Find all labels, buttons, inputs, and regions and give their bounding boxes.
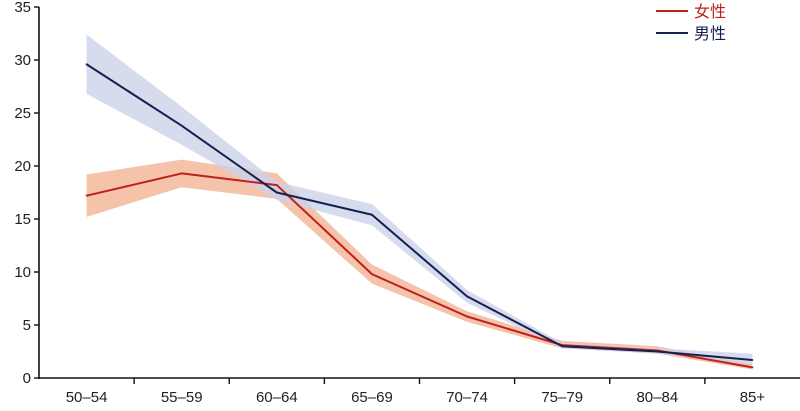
line-series-1 [86,63,753,361]
y-tick-label-3: 15 [14,211,31,228]
point-series-1-1 [180,124,183,127]
point-series-1-3 [371,213,373,216]
legend-label-0: 女性 [694,2,726,21]
point-series-0-1 [180,172,183,175]
band-series-1 [86,34,753,365]
point-series-0-0 [85,194,88,197]
x-tick-label-1: 55–59 [161,389,203,406]
series-lines [85,63,754,369]
y-tick-label-7: 35 [14,0,31,16]
band-series-0 [86,159,753,370]
point-series-1-2 [275,191,278,194]
y-tick-label-0: 0 [23,370,31,387]
y-tick-label-6: 30 [14,52,31,69]
point-series-1-5 [561,345,564,348]
point-series-1-6 [656,350,659,353]
legend-label-1: 男性 [694,24,726,43]
y-tick-label-5: 25 [14,105,31,122]
point-series-0-3 [371,273,373,276]
x-tick-label-7: 85+ [740,389,766,406]
point-series-1-4 [466,295,468,298]
point-series-1-7 [751,359,754,361]
x-tick-label-3: 65–69 [351,389,393,406]
x-tick-label-5: 75–79 [541,389,583,406]
y-tick-label-2: 10 [14,264,31,281]
axes: 0 5 10 15 20 25 30 35 50–54 55–59 60–64 65–69 70–74 7… [14,0,800,406]
y-tick-label-4: 20 [14,158,31,175]
x-tick-label-4: 70–74 [446,389,488,406]
x-tick-label-6: 80–84 [636,389,678,406]
point-series-1-0 [85,63,88,66]
point-series-0-2 [275,184,278,186]
point-series-0-4 [466,315,468,318]
line-series-0 [86,172,753,369]
y-tick-label-1: 5 [23,317,31,334]
x-tick-label-2: 60–64 [256,389,298,406]
point-series-0-7 [751,366,754,369]
x-tick-label-0: 50–54 [66,389,108,406]
confidence-bands [86,34,753,370]
